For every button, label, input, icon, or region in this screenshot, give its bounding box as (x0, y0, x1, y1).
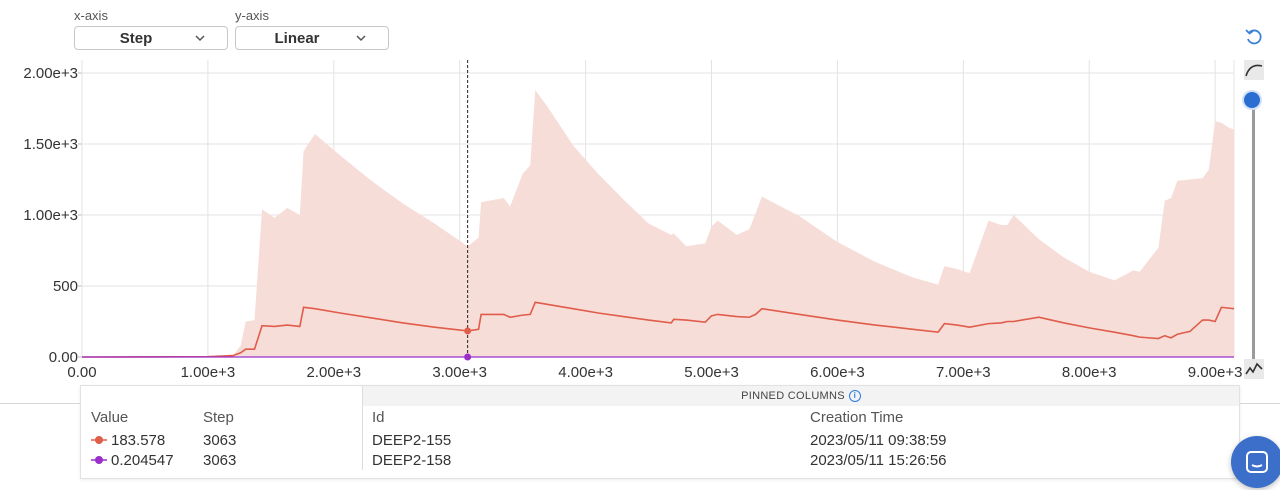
xaxis-select-value: Step (119, 29, 153, 47)
x-tick-label: 9.00e+3 (1188, 364, 1243, 381)
info-icon[interactable]: i (848, 390, 861, 402)
x-tick-label: 3.00e+3 (432, 364, 487, 381)
row-value: 0.204547 (111, 452, 174, 469)
y-tick-label: 1.50e+3 (23, 136, 78, 153)
smoothing-slider-thumb[interactable] (1244, 92, 1260, 108)
y-tick-label: 0.00 (49, 349, 78, 366)
x-tick-label: 6.00e+3 (810, 364, 865, 381)
divider (1240, 403, 1280, 404)
col-header-id: Id (372, 409, 385, 426)
chat-icon (1246, 451, 1268, 473)
smoothing-curve-icon[interactable] (1244, 60, 1264, 80)
reset-zoom-icon[interactable] (1244, 27, 1264, 47)
col-header-value: Value (91, 409, 129, 426)
row-step: 3063 (203, 452, 237, 469)
col-header-creation-time: Creation Time (810, 409, 904, 426)
x-tick-label: 4.00e+3 (558, 364, 613, 381)
yaxis-select-value: Linear (274, 29, 320, 47)
raw-line-icon[interactable] (1244, 359, 1264, 379)
hover-point-DEEP2-158 (464, 353, 472, 361)
x-tick-label: 2.00e+3 (306, 364, 361, 381)
series-band-DEEP2-155 (82, 90, 1234, 357)
smoothing-slider-track[interactable] (1252, 100, 1255, 362)
yaxis-select[interactable]: Linear (235, 26, 389, 50)
row-id[interactable]: DEEP2-155 (372, 432, 452, 449)
y-tick-label: 1.00e+3 (23, 207, 78, 224)
pinned-columns-title: PINNED COLUMNS (741, 390, 845, 402)
hover-legend: PINNED COLUMNS i Value Step Id Creation … (80, 385, 1240, 479)
chevron-down-icon (195, 35, 205, 42)
row-creation-time: 2023/05/11 09:38:59 (810, 432, 947, 449)
series-marker-icon (91, 456, 107, 464)
row-id[interactable]: DEEP2-158 (372, 452, 452, 469)
line-chart[interactable]: 0.00 500 1.00e+3 1.50e+3 2.00e+3 0.00 1.00e+3 2… (0, 0, 1280, 400)
y-tick-label: 500 (53, 278, 78, 295)
x-tick-label: 0.00 (67, 364, 96, 381)
row-creation-time: 2023/05/11 15:26:56 (810, 452, 947, 469)
x-tick-label: 8.00e+3 (1062, 364, 1117, 381)
pinned-columns-header: PINNED COLUMNS i (363, 386, 1239, 406)
x-tick-label: 7.00e+3 (936, 364, 991, 381)
xaxis-label: x-axis (74, 8, 108, 23)
x-tick-label: 5.00e+3 (684, 364, 739, 381)
col-header-step: Step (203, 409, 234, 426)
chat-button[interactable] (1231, 436, 1280, 488)
chevron-down-icon (356, 35, 366, 42)
divider (0, 403, 80, 404)
hover-point-DEEP2-155 (464, 327, 472, 335)
xaxis-select[interactable]: Step (74, 26, 228, 50)
row-value: 183.578 (111, 432, 166, 449)
series-marker-icon (91, 436, 107, 444)
x-tick-label: 1.00e+3 (181, 364, 236, 381)
y-tick-label: 2.00e+3 (23, 65, 78, 82)
yaxis-label: y-axis (235, 8, 269, 23)
series-line-DEEP2-155 (81, 301, 1235, 358)
row-step: 3063 (203, 432, 237, 449)
column-separator (362, 386, 363, 470)
